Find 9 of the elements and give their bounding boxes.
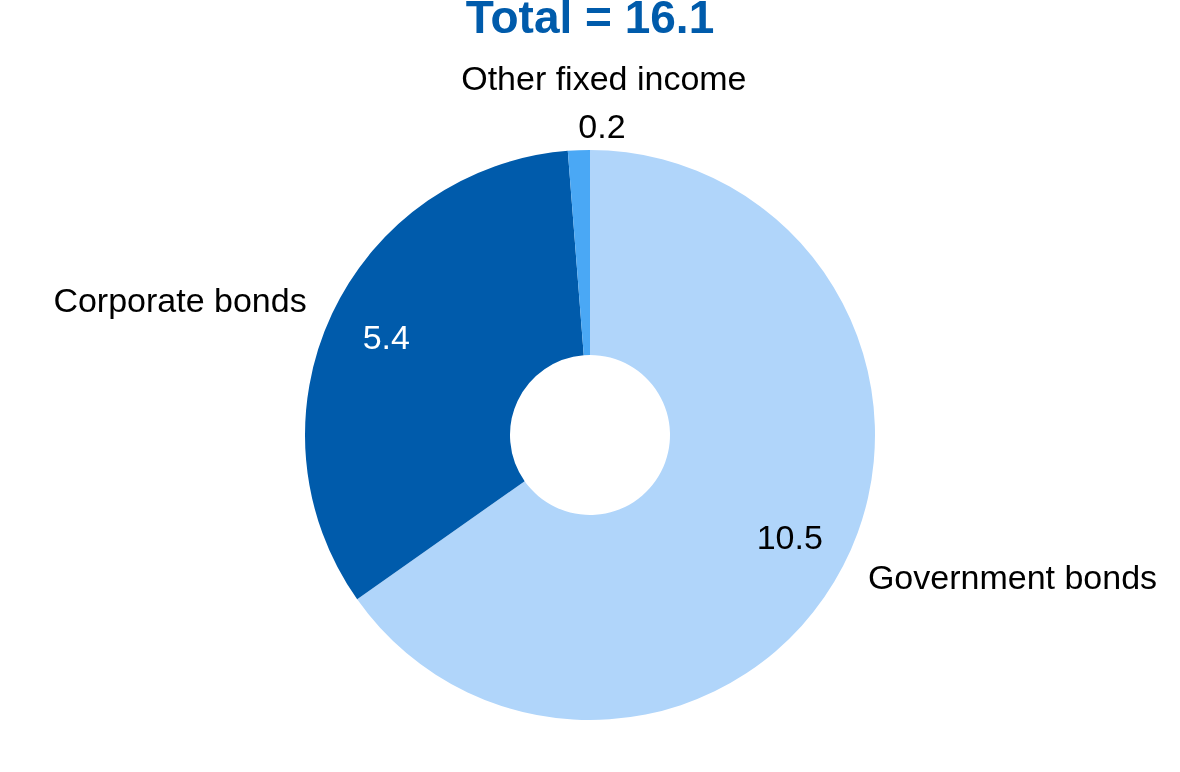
slice-label: Corporate bonds — [53, 280, 307, 319]
slice-label: Other fixed income — [461, 59, 747, 98]
chart-title: Total = 16.1 — [465, 0, 715, 44]
data-label: 0.2 — [578, 107, 626, 146]
donut-slice — [567, 150, 590, 356]
slice-label: Government bonds — [867, 558, 1158, 596]
data-label: 10.5 — [756, 517, 823, 556]
donut-slice — [305, 150, 584, 600]
data-label: 5.4 — [362, 318, 410, 357]
